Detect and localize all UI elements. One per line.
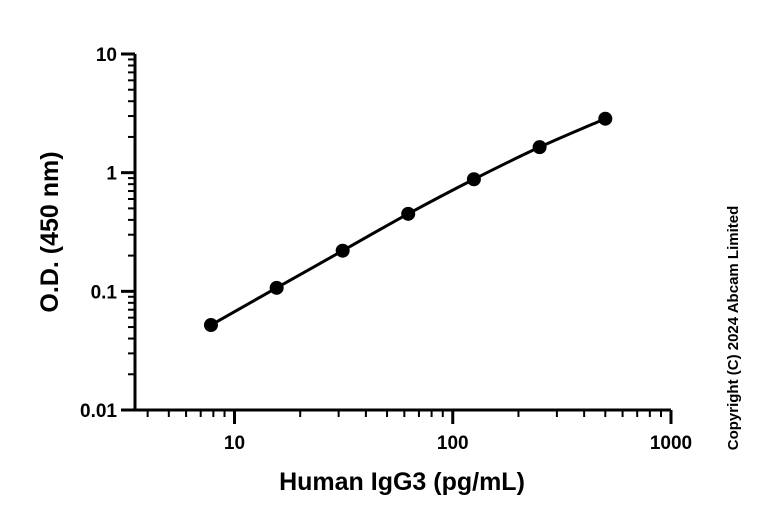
copyright-text: Copyright (C) 2024 Abcam Limited — [725, 206, 742, 450]
x-tick-label: 10 — [224, 433, 245, 454]
x-tick-label: 1000 — [650, 433, 692, 454]
data-point — [532, 140, 547, 155]
y-tick-label: 1 — [106, 164, 117, 185]
data-point — [203, 318, 218, 333]
data-point — [598, 111, 613, 126]
y-axis: 0.01 0.1 1 10 — [80, 45, 137, 422]
x-axis-title: Human IgG3 (pg/mL) — [279, 468, 525, 496]
y-tick-label: 0.1 — [91, 282, 118, 303]
y-axis-title: O.D. (450 nm) — [36, 151, 64, 312]
data-point — [335, 243, 350, 258]
data-point — [401, 206, 416, 221]
x-axis: 10 100 1000 — [135, 408, 692, 454]
x-tick-label: 100 — [437, 433, 469, 454]
series-layer — [203, 111, 613, 333]
y-tick-label: 0.01 — [80, 401, 117, 422]
data-point — [466, 172, 481, 187]
data-point — [269, 280, 284, 295]
y-tick-label: 10 — [96, 45, 117, 66]
